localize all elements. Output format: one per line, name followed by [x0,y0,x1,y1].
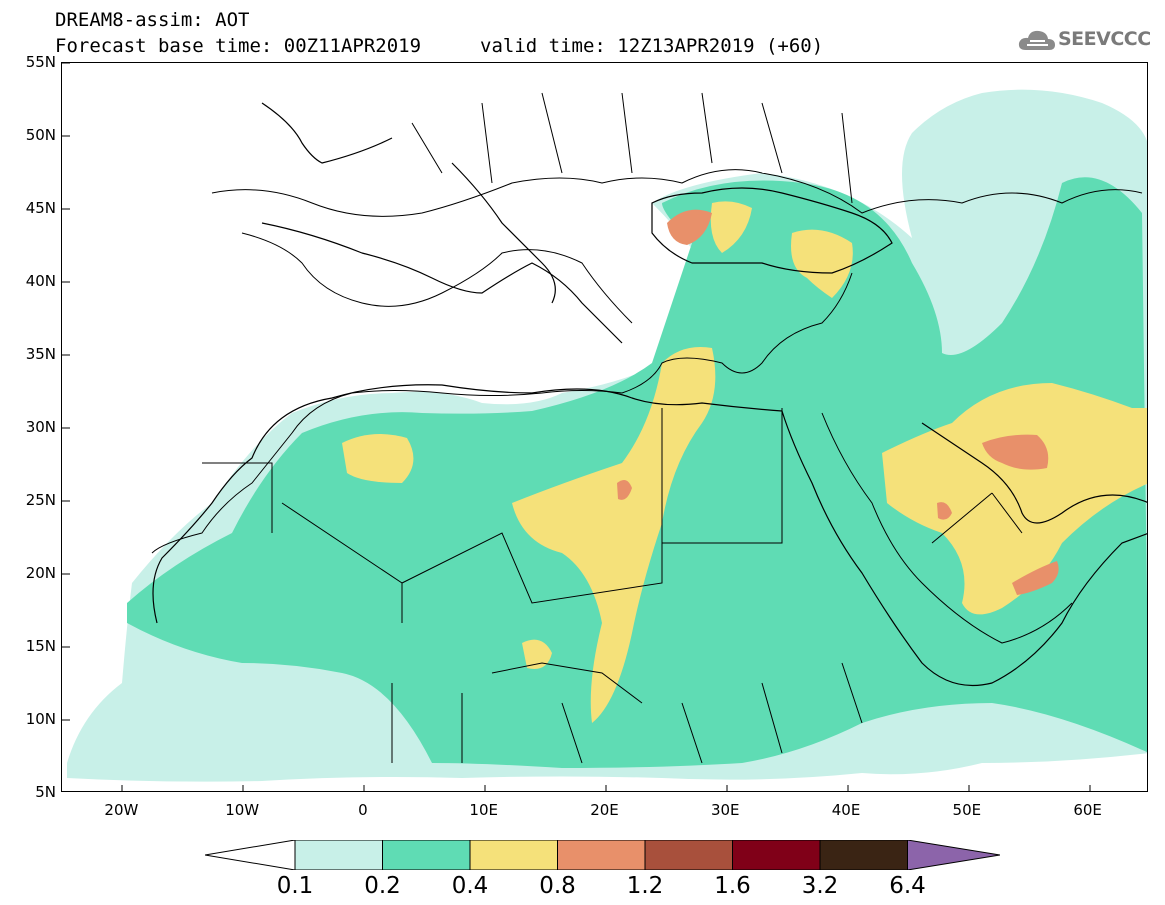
aot-0.8-1.2-field [617,209,1059,595]
colorbar-cell [819,840,908,870]
cloud-icon [1018,30,1055,50]
x-tick-label: 10E [469,801,498,819]
colorbar-cell [732,840,821,870]
y-tick-label: 20N [25,564,56,582]
y-tick-label: 5N [35,783,56,801]
coastlines [152,102,1147,687]
x-tick-label: 40E [831,801,861,819]
colorbar-label: 1.6 [714,873,751,899]
y-tick-label: 50N [25,126,56,144]
y-tick-label: 15N [25,637,56,655]
colorbar-cell [644,840,733,870]
y-tick-label: 10N [25,710,56,728]
chart-title: DREAM8-assim: AOT [55,9,250,31]
x-tick-label: 20W [104,801,139,819]
colorbar-cell-high [907,840,1000,870]
colorbar-cell [469,840,558,870]
colorbar-label: 0.2 [364,873,401,899]
y-tick-label: 55N [25,53,56,71]
x-tick-label: 60E [1073,801,1102,819]
y-tick-label: 40N [25,272,56,290]
colorbar-label: 0.8 [539,873,576,899]
logo-text: SEEVCCC [1058,28,1151,50]
y-tick-label: 25N [25,491,56,509]
colorbar-label: 3.2 [801,873,839,899]
valid-time: valid time: 12Z13APR2019 (+60) [480,35,824,57]
colorbar-label: 1.2 [626,873,664,899]
colorbar-cell [382,840,471,870]
x-tick-label: 10W [225,801,260,819]
x-tick-label: 50E [952,801,982,819]
colorbar-label: 0.1 [276,873,314,899]
colorbar-cell [294,840,383,870]
y-tick-label: 30N [25,418,56,436]
y-tick-label: 45N [25,199,56,217]
map-ticks [62,63,1091,791]
aot-map [61,62,1148,792]
forecast-base-time: Forecast base time: 00Z11APR2019 [55,35,422,57]
map-canvas [62,63,1147,791]
colorbar [205,840,1000,870]
colorbar-cell [557,840,646,870]
colorbar-label: 0.4 [451,873,489,899]
x-tick-label: 20E [590,801,619,819]
x-tick-label: 30E [710,801,740,819]
country-borders [151,92,1143,764]
y-tick-label: 35N [25,345,56,363]
x-tick-label: 0 [358,801,368,819]
colorbar-label: 6.4 [889,873,926,899]
colorbar-cell-low [205,840,296,870]
